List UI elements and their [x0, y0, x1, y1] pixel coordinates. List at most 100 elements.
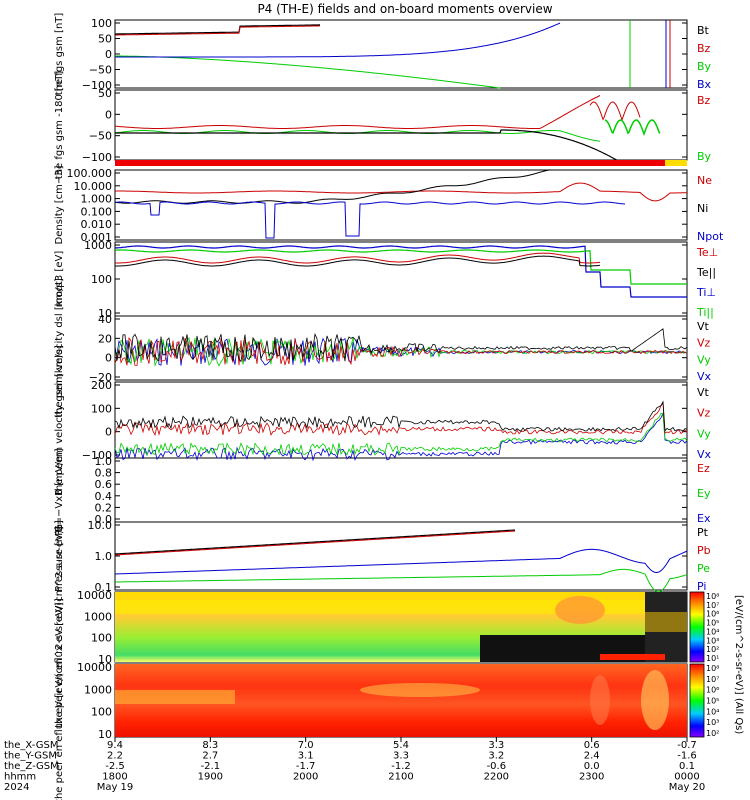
- footer-label-1: the_Y-GSM: [4, 751, 57, 762]
- ytick-label-1-0: 100: [91, 17, 112, 30]
- ylabel-5: the peim velocity dsl [km/s]: [54, 278, 65, 418]
- ytick-label-6-2: 0: [105, 426, 112, 439]
- trace-p1-bz: [115, 25, 320, 36]
- footer-val-6-0: -0.7: [677, 740, 697, 751]
- ylabel-3: Density [cm−3]: [54, 165, 65, 244]
- trace-p3-ne: [115, 182, 687, 202]
- footer-val-0-1: 2.2: [107, 751, 123, 762]
- trace-p2-by: [114, 130, 601, 142]
- ylabel-10: the peer en eflux eV [eV/(cm^2-s-sr-eV)]: [54, 598, 65, 800]
- trace-p4-te-perp: [114, 252, 601, 264]
- legend-4-Te⊥: Te⊥: [696, 246, 718, 259]
- footer-val-2-1: 3.1: [298, 751, 314, 762]
- footer-val-1-1: 2.7: [202, 751, 218, 762]
- cbar-tick-8-0: 10⁸: [706, 592, 719, 601]
- ytick-label-9-2: 100: [91, 632, 112, 645]
- ytick-label-10-0: 10000: [77, 661, 112, 674]
- ytick-label-4-0: 1000: [84, 239, 112, 252]
- legend-7-Ex: Ex: [697, 512, 711, 525]
- trace-p5-2: [114, 337, 688, 366]
- panel-frame-3: [114, 169, 688, 241]
- ytick-label-4-1: 100: [91, 273, 112, 286]
- ytick-label-9-3: 10: [98, 653, 112, 666]
- cbar-tick-9-5: 10³: [706, 718, 719, 727]
- ylabel-4: moqt3 [eV]: [54, 251, 65, 308]
- ytick-label-3-2: 1.000: [81, 193, 113, 206]
- peir-spectrogram: [115, 592, 687, 662]
- trace-p2-bt: [115, 129, 626, 166]
- ytick-label-5-3: −20: [89, 371, 112, 384]
- ylabel-8: Pressure [nPa]: [54, 520, 65, 592]
- ytick-label-1-3: −50: [89, 64, 112, 77]
- figure-title: P4 (TH-E) fields and on-board moments ov…: [257, 2, 552, 16]
- ytick-label-7-3: 0.4: [95, 490, 113, 503]
- legend-8-Pe: Pe: [697, 562, 710, 575]
- trace-p6-2: [114, 402, 688, 437]
- ytick-label-9-0: 10000: [77, 589, 112, 602]
- ytick-label-2-0: 50: [98, 87, 112, 100]
- ytick-label-7-4: 0.2: [95, 501, 113, 514]
- footer-val-5-3: 2300: [579, 772, 604, 783]
- footer-val-4-2: -0.6: [487, 761, 507, 772]
- trace-p4-ti-perp: [114, 245, 687, 298]
- footer-val-4-0: 3.3: [488, 740, 504, 751]
- ytick-label-4-2: 10: [98, 307, 112, 320]
- footer-val-4-3: 2200: [484, 772, 509, 783]
- cbar-tick-8-4: 10⁴: [706, 627, 719, 636]
- cbar-tick-9-4: 10⁴: [706, 707, 719, 716]
- legend-2-Bz: Bz: [697, 94, 711, 107]
- footer-val-6-3: 0000: [674, 772, 699, 783]
- legend-1-Bx: Bx: [697, 78, 712, 91]
- ytick-label-8-0: 10.0: [88, 519, 113, 532]
- cbar-tick-8-5: 10³: [706, 636, 719, 645]
- peer-spectrogram: [115, 664, 687, 737]
- legend-6-Vy: Vy: [697, 427, 711, 440]
- legend-8-Pb: Pb: [697, 544, 711, 557]
- cbar-tick-9-3: 10⁵: [706, 697, 719, 706]
- legend-2-By: By: [697, 150, 712, 163]
- legend-8-Pi: Pi: [697, 580, 706, 593]
- footer-val-1-3: 1900: [198, 772, 223, 783]
- trace-p6-0: [114, 411, 688, 462]
- ytick-label-9-1: 1000: [84, 610, 112, 623]
- trace-p3-npot: [114, 201, 626, 239]
- footer-val-2-2: -1.7: [296, 761, 316, 772]
- ylabel-1: the fgs gsm [nT]: [54, 13, 65, 96]
- legend-4-Ti||: Ti||: [696, 306, 714, 319]
- panel-frame-8: [114, 521, 688, 591]
- trace-p8-pi: [115, 548, 688, 575]
- trace-p4-te-par: [114, 255, 601, 267]
- ytick-label-3-1: 10.000: [74, 180, 113, 193]
- cbar-tick-8-2: 10⁶: [706, 610, 719, 619]
- footer-val-5-1: 2.4: [584, 751, 600, 762]
- ytick-label-10-2: 100: [91, 706, 112, 719]
- cbar-tick-8-1: 10⁷: [706, 601, 719, 610]
- legend-6-Vt: Vt: [697, 386, 710, 399]
- ytick-label-8-2: 0.1: [95, 581, 113, 594]
- ytick-label-6-0: 200: [91, 379, 112, 392]
- ytick-label-7-0: 1.0: [95, 455, 113, 468]
- ytick-label-3-4: 0.010: [81, 218, 113, 231]
- footer-label-2: the_Z-GSM: [4, 761, 59, 772]
- colorbar-peir: [689, 591, 705, 663]
- ytick-label-1-2: 0: [105, 48, 112, 61]
- legend-5-Vy: Vy: [697, 353, 711, 366]
- legend-1-Bz: Bz: [697, 42, 711, 55]
- trace-p6-1: [114, 412, 688, 456]
- trace-p8-pe: [115, 568, 688, 593]
- ytick-label-7-2: 0.6: [95, 478, 113, 491]
- ytick-label-1-1: 50: [98, 33, 112, 46]
- panel-frame-2: [114, 89, 688, 161]
- ylabel-7: E=−VxB [mV/m]: [54, 448, 65, 531]
- trace-p5-3: [114, 328, 688, 363]
- ylabel-6: the peem velocity gsm [km/s]: [54, 345, 65, 495]
- footer-val-4-1: 3.2: [488, 751, 504, 762]
- ytick-label-10-1: 1000: [84, 683, 112, 696]
- footer-label-4: 2024: [4, 782, 29, 793]
- time-axis-footer: the_X-GSMthe_Y-GSMthe_Z-GSMhhmm20249.42.…: [4, 737, 705, 793]
- footer-val-6-4: May 20: [669, 782, 706, 793]
- ytick-label-1-4: −100: [82, 79, 112, 92]
- ytick-label-3-5: 0.001: [81, 231, 113, 244]
- footer-label-0: the_X-GSM: [4, 740, 58, 751]
- legend-6-Vz: Vz: [697, 407, 711, 420]
